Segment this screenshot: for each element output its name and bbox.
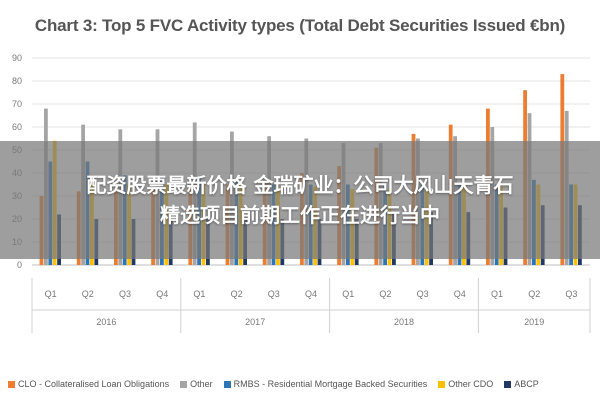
y-tick-label: 80 bbox=[12, 76, 22, 86]
x-tick-label: Q3 bbox=[417, 289, 429, 299]
legend-item: Other CDO bbox=[438, 379, 493, 389]
y-tick-label: 60 bbox=[12, 122, 22, 132]
chart-title: Chart 3: Top 5 FVC Activity types (Total… bbox=[34, 16, 566, 35]
legend-swatch bbox=[8, 380, 15, 388]
legend-item: CLO - Collateralised Loan Obligations bbox=[8, 379, 169, 389]
x-tick-label: Q3 bbox=[119, 289, 131, 299]
x-group-label: 2017 bbox=[245, 317, 265, 327]
x-tick-label: Q1 bbox=[342, 289, 354, 299]
legend-label: ABCP bbox=[514, 379, 539, 389]
x-tick-label: Q2 bbox=[379, 289, 391, 299]
legend-label: Other bbox=[190, 379, 213, 389]
legend-swatch bbox=[504, 380, 512, 388]
x-tick-label: Q3 bbox=[565, 289, 577, 299]
banner-line-1: 配资股票最新价格 金瑞矿业：公司大风山天青石 bbox=[86, 173, 514, 197]
y-tick-label: 70 bbox=[12, 99, 22, 109]
legend-label: CLO - Collateralised Loan Obligations bbox=[18, 379, 170, 389]
x-tick-label: Q2 bbox=[82, 289, 94, 299]
x-tick-label: Q4 bbox=[156, 289, 168, 299]
legend-item: Other bbox=[180, 379, 213, 389]
legend-swatch bbox=[180, 380, 188, 388]
y-tick-label: 90 bbox=[12, 53, 22, 63]
banner-line-2: 精选项目前期工作正在进行当中 bbox=[160, 203, 440, 227]
legend-swatch bbox=[223, 380, 231, 388]
y-tick-label: 0 bbox=[17, 260, 22, 270]
x-axis-ticks: Q1 Q2 Q3 Q4 Q1 Q2 Q3 Q4 Q1 Q2 Q3 Q4 Q1 Q2 Q3 2016 2017 20… bbox=[31, 278, 591, 333]
x-tick-label: Q1 bbox=[193, 289, 205, 299]
legend: CLO - Collateralised Loan Obligations Oth… bbox=[8, 376, 598, 392]
legend-label: Other CDO bbox=[448, 379, 494, 389]
x-tick-label: Q3 bbox=[268, 289, 280, 299]
legend-item: ABCP bbox=[504, 379, 539, 389]
legend-item: RMBS - Residential Mortgage Backed Secur… bbox=[223, 379, 428, 389]
x-tick-label: Q1 bbox=[45, 289, 57, 299]
x-tick-label: Q4 bbox=[305, 289, 317, 299]
x-tick-label: Q1 bbox=[491, 289, 503, 299]
x-group-label: 2019 bbox=[524, 317, 544, 327]
legend-label: RMBS - Residential Mortgage Backed Secur… bbox=[233, 379, 428, 389]
x-tick-label: Q2 bbox=[528, 289, 540, 299]
x-group-label: 2018 bbox=[394, 317, 414, 327]
legend-swatch bbox=[438, 380, 446, 388]
x-tick-label: Q4 bbox=[454, 289, 466, 299]
overlay-banner: 配资股票最新价格 金瑞矿业：公司大风山天青石 精选项目前期工作正在进行当中 bbox=[0, 141, 600, 259]
x-tick-label: Q2 bbox=[231, 289, 243, 299]
x-group-label: 2016 bbox=[96, 317, 116, 327]
